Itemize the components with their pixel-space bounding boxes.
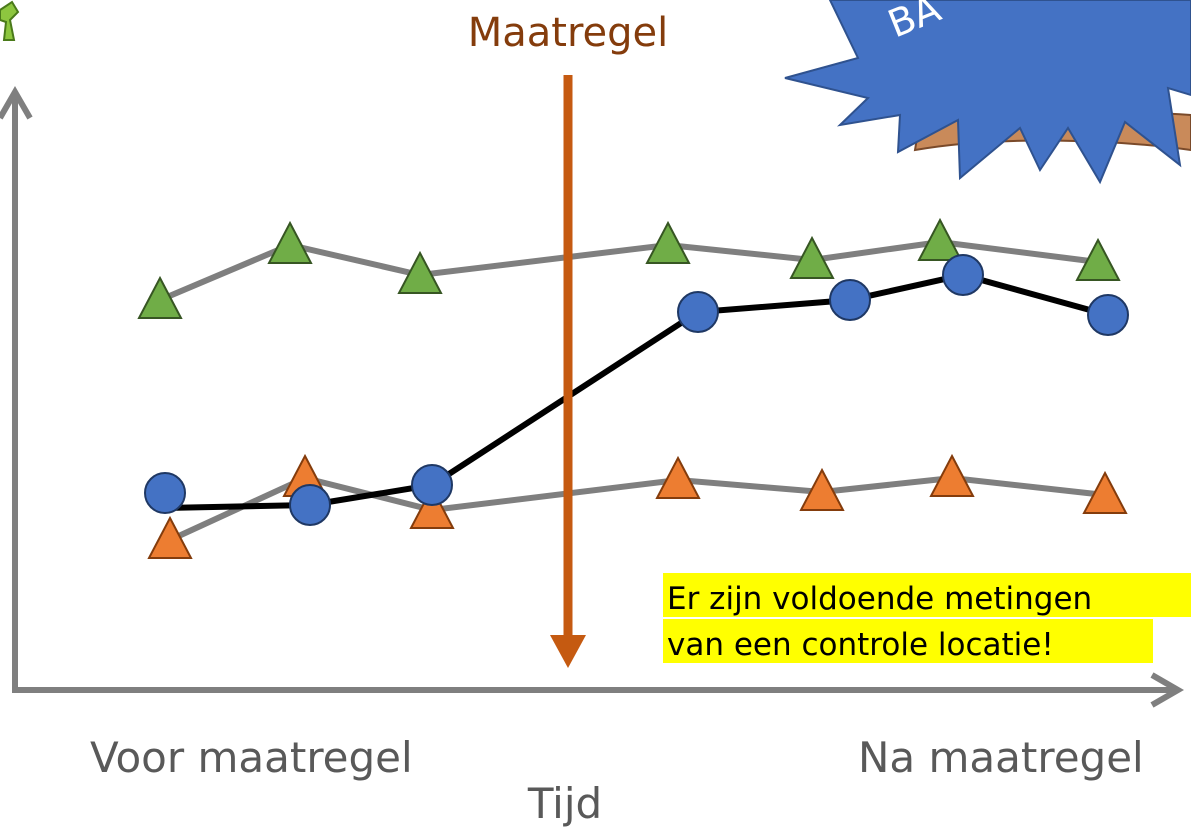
x-axis-label: Tijd bbox=[527, 779, 602, 828]
triangle-marker bbox=[397, 250, 443, 294]
triangle-marker bbox=[1075, 237, 1121, 281]
circle-marker bbox=[289, 484, 331, 526]
circle-marker bbox=[677, 291, 719, 333]
triangle-marker bbox=[789, 235, 835, 279]
triangle-marker bbox=[137, 275, 183, 319]
note-line: Er zijn voldoende metingen bbox=[667, 581, 1092, 617]
note-line: van een controle locatie! bbox=[667, 627, 1054, 663]
triangle-marker bbox=[645, 220, 691, 264]
y-arrow bbox=[0, 85, 33, 120]
highlight bbox=[663, 573, 1191, 617]
x-arrow bbox=[1150, 672, 1185, 708]
markers bbox=[137, 217, 1129, 559]
axes bbox=[0, 85, 1185, 708]
starburst bbox=[784, 0, 1191, 185]
triangle-marker bbox=[147, 515, 193, 559]
triangle-marker bbox=[409, 485, 455, 529]
triangle-marker bbox=[799, 467, 845, 511]
circle-marker bbox=[411, 464, 453, 506]
highlight bbox=[663, 619, 1153, 663]
triangle-marker bbox=[655, 455, 701, 499]
triangle-marker bbox=[267, 220, 313, 264]
circle-marker bbox=[144, 472, 186, 514]
circle-marker bbox=[829, 279, 871, 321]
circle-marker bbox=[1087, 294, 1129, 336]
triangle-marker bbox=[917, 217, 963, 261]
intervention-arrowhead bbox=[550, 635, 586, 668]
circle-marker bbox=[942, 254, 984, 296]
title: Maatregel bbox=[468, 10, 669, 56]
triangle-marker bbox=[929, 453, 975, 497]
triangle-marker bbox=[1082, 470, 1128, 514]
icon bbox=[0, 0, 20, 41]
before-label: Voor maatregel bbox=[90, 733, 413, 782]
after-label: Na maatregel bbox=[858, 733, 1144, 782]
